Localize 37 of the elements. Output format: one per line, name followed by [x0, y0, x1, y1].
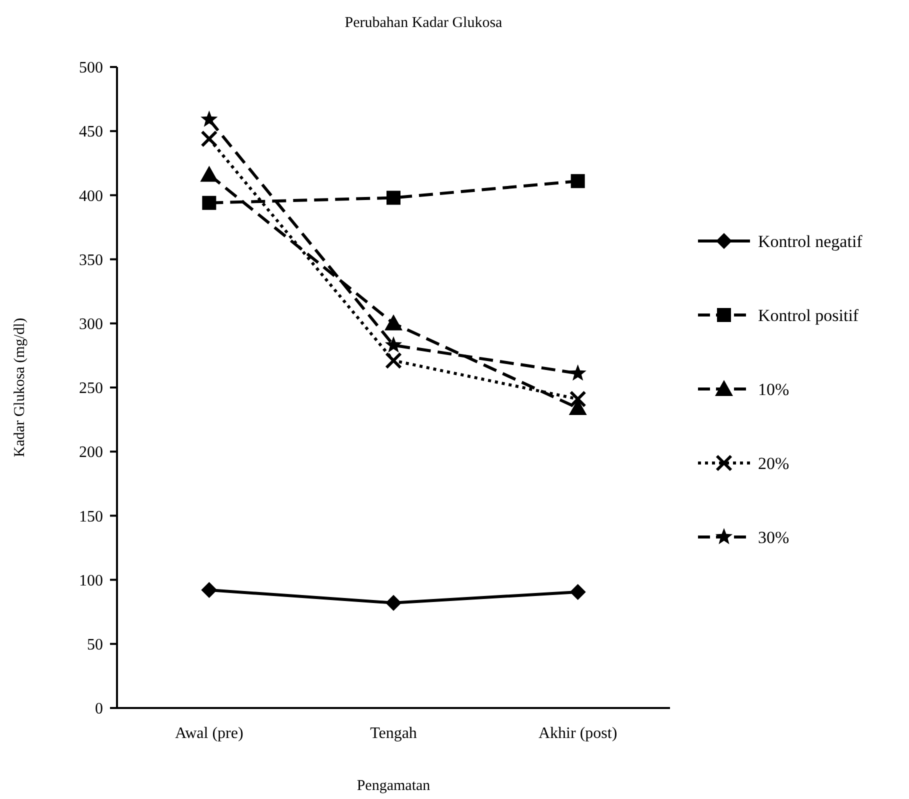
y-tick-label: 350 — [79, 252, 103, 269]
point — [386, 594, 402, 611]
point — [200, 130, 218, 148]
x-tick-label: Tengah — [370, 725, 417, 742]
x-tick-label: Akhir (post) — [538, 725, 618, 742]
y-tick-label: 450 — [79, 124, 103, 141]
point — [570, 174, 585, 188]
point — [568, 399, 587, 416]
point — [569, 390, 586, 408]
point — [386, 190, 400, 205]
y-tick-label: 50 — [87, 636, 103, 654]
legend-label: 20% — [758, 454, 790, 473]
y-axis-title: Kadar Glukosa (mg/dl) — [12, 318, 28, 458]
point — [384, 314, 402, 330]
point — [200, 166, 218, 182]
point — [201, 582, 218, 598]
y-tick-label: 250 — [79, 380, 103, 398]
chart-title: Perubahan Kadar Glukosa — [344, 15, 503, 31]
y-tick-label: 150 — [79, 508, 103, 526]
y-tick-label: 0 — [95, 700, 103, 718]
y-tick-label: 100 — [79, 572, 103, 590]
legend-label: 10% — [758, 380, 790, 399]
y-tick-label: 400 — [79, 188, 103, 205]
point — [569, 364, 586, 381]
legend-label: 30% — [758, 528, 790, 547]
x-tick-label: Awal (pre) — [175, 725, 244, 742]
x-axis-title: Pengamatan — [356, 778, 431, 794]
legend-label: Kontrol positif — [758, 306, 859, 325]
point — [384, 336, 402, 352]
point — [385, 352, 402, 370]
point — [200, 110, 218, 127]
y-tick-label: 500 — [79, 60, 103, 77]
legend-label: Kontrol negatif — [758, 232, 863, 251]
y-tick-label: 200 — [79, 444, 103, 462]
point — [570, 584, 586, 600]
y-tick-label: 300 — [79, 316, 103, 333]
point — [202, 196, 216, 210]
